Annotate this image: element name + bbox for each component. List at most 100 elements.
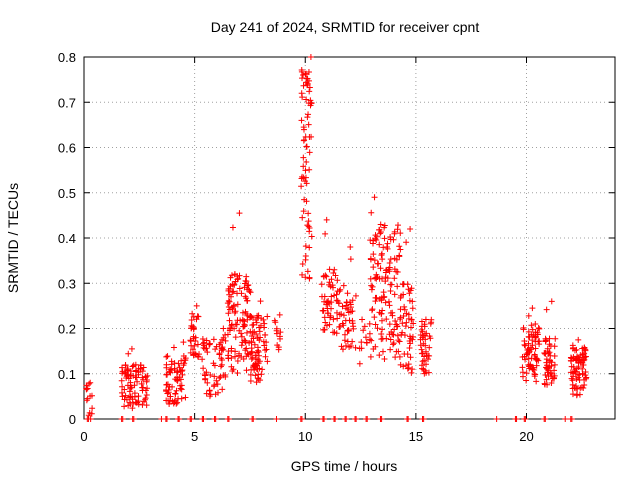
data-point (89, 405, 96, 412)
data-point (376, 352, 383, 359)
data-point (331, 292, 338, 299)
data-point (212, 346, 219, 353)
data-point (420, 416, 427, 422)
data-point (179, 371, 186, 378)
data-point (305, 100, 312, 107)
data-point (243, 286, 250, 293)
data-point (408, 369, 415, 376)
data-point (339, 346, 346, 353)
data-point (583, 374, 590, 381)
data-point (228, 322, 235, 329)
data-point (181, 357, 188, 364)
data-point (300, 82, 307, 89)
data-point (276, 311, 283, 318)
data-point (528, 322, 535, 329)
data-point (390, 341, 397, 348)
data-point (256, 358, 263, 365)
data-point (251, 328, 258, 335)
data-point (368, 337, 375, 344)
data-point (406, 290, 413, 297)
data-point (404, 365, 411, 372)
data-point (333, 309, 340, 316)
data-point (193, 302, 200, 309)
data-point (391, 266, 398, 273)
data-point (225, 416, 232, 422)
data-point (394, 269, 401, 276)
data-point (247, 289, 254, 296)
data-point (88, 392, 95, 399)
data-point (397, 246, 404, 253)
data-point (381, 235, 388, 242)
data-point (129, 396, 136, 403)
data-point (200, 365, 207, 372)
data-point (191, 342, 198, 349)
data-point (343, 416, 350, 422)
data-point (231, 302, 238, 309)
data-point (349, 308, 356, 315)
data-point (302, 252, 309, 259)
data-point (308, 133, 315, 140)
data-point (422, 316, 429, 323)
data-point (243, 353, 250, 360)
data-point (337, 286, 344, 293)
data-point (219, 345, 226, 352)
data-point (551, 375, 558, 382)
data-point (305, 210, 312, 217)
data-point (360, 327, 367, 334)
data-point (122, 362, 129, 369)
data-point (367, 256, 374, 263)
data-point (303, 159, 310, 166)
data-point (235, 352, 242, 359)
data-point (303, 75, 310, 82)
data-point (236, 272, 243, 279)
data-point (383, 266, 390, 273)
data-point (574, 385, 581, 392)
data-point (251, 341, 258, 348)
data-point (395, 222, 402, 229)
data-point (580, 385, 587, 392)
data-point (305, 68, 312, 75)
data-point (173, 400, 180, 407)
data-point (243, 311, 250, 318)
data-point (264, 313, 271, 320)
data-point (238, 290, 245, 297)
data-point (367, 353, 374, 360)
data-point (386, 321, 393, 328)
data-point (423, 361, 430, 368)
data-point (371, 194, 378, 201)
data-point (263, 346, 270, 353)
data-point (568, 416, 575, 422)
data-point (529, 342, 536, 349)
data-point (303, 96, 310, 103)
data-point (119, 416, 126, 422)
data-point (277, 329, 284, 336)
data-point (397, 361, 404, 368)
data-point (368, 209, 375, 216)
data-point (391, 230, 398, 237)
data-point (544, 381, 551, 388)
y-tick-label: 0.2 (58, 322, 76, 337)
data-point (163, 371, 170, 378)
data-point (371, 314, 378, 321)
data-point (378, 294, 385, 301)
data-point (522, 416, 529, 422)
data-point (134, 378, 141, 385)
data-point (396, 338, 403, 345)
data-point (347, 304, 354, 311)
data-point (239, 309, 246, 316)
data-point (306, 88, 313, 95)
data-point (200, 416, 207, 422)
data-point (522, 356, 529, 363)
data-point (380, 289, 387, 296)
data-point (389, 312, 396, 319)
data-point (187, 337, 194, 344)
data-point (302, 243, 309, 250)
data-point (390, 331, 397, 338)
data-point (405, 364, 412, 371)
data-point (387, 287, 394, 294)
data-point (210, 336, 217, 343)
data-point (417, 342, 424, 349)
data-point (234, 301, 241, 308)
data-point (83, 382, 90, 389)
